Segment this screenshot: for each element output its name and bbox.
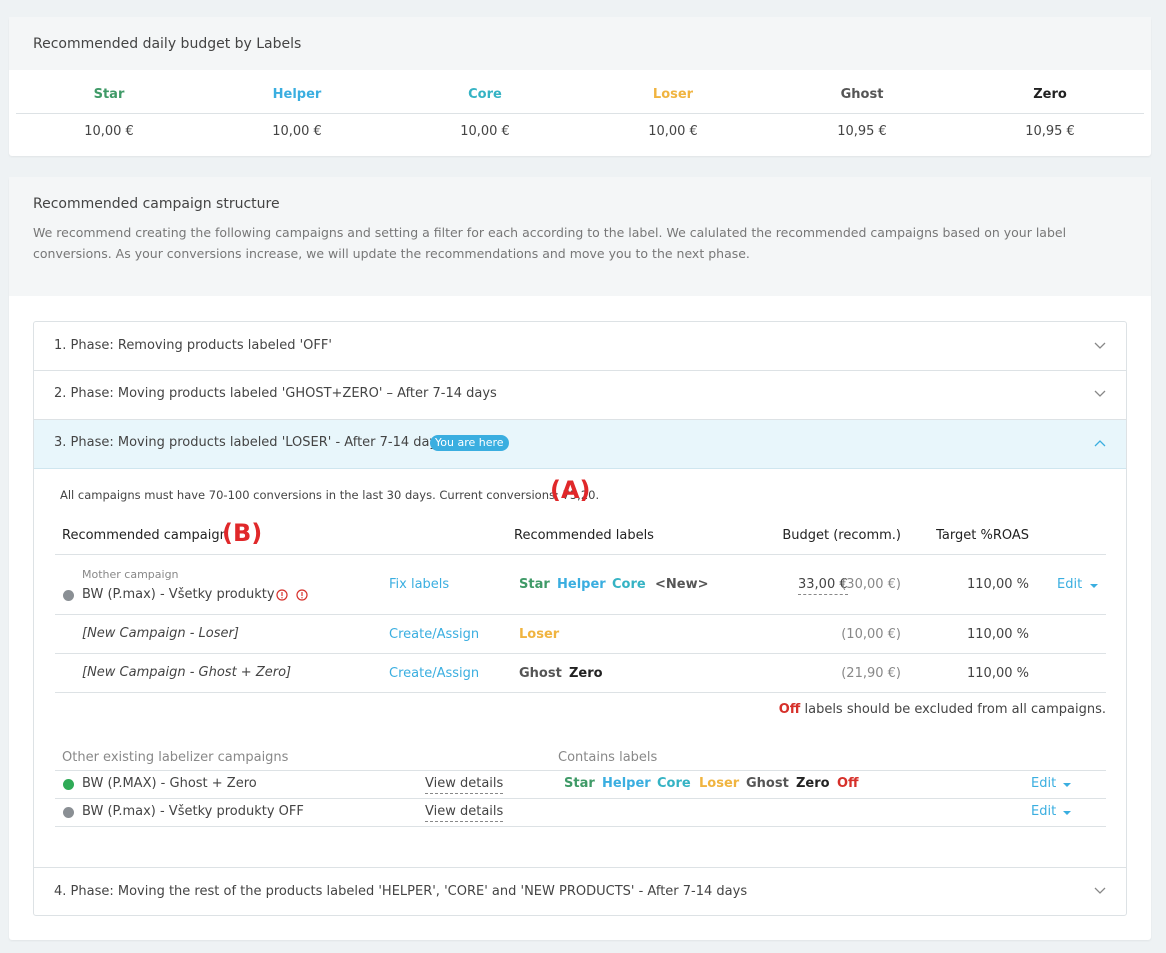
label-header: Zero: [1033, 87, 1067, 102]
divider: [55, 692, 1106, 693]
campaign-name: [New Campaign - Ghost + Zero]: [82, 665, 292, 680]
label: Ghost: [519, 666, 562, 681]
budget-value: 10,95 €: [1025, 124, 1075, 139]
label-header: Core: [468, 87, 502, 102]
action-link[interactable]: Create/Assign: [389, 666, 480, 681]
divider: [55, 653, 1106, 654]
label: Helper: [557, 577, 606, 592]
roas: 110,00 %: [967, 666, 1029, 681]
label: Ghost: [746, 776, 789, 791]
row-subtitle: Mother campaign: [82, 568, 179, 581]
chevrons[interactable]: [1093, 340, 1107, 900]
column-header: Other existing labelizer campaigns: [62, 750, 289, 765]
budget-value: 10,00 €: [648, 124, 698, 139]
view-details[interactable]: View details: [425, 803, 504, 822]
label: Star: [519, 577, 550, 592]
budget-card: Recommended daily budget by Labels: [9, 17, 1151, 156]
label: <New>: [655, 577, 709, 592]
budget-recomm: (30,00 €): [841, 577, 901, 592]
label-header: Loser: [652, 87, 694, 102]
active-phase-bg: [34, 419, 1126, 469]
label: Loser: [519, 627, 560, 642]
label-header: Helper: [272, 87, 322, 102]
card-header: [9, 177, 1151, 296]
label: Helper: [602, 776, 651, 791]
phase-title[interactable]: 2. Phase: Moving products labeled 'GHOST…: [54, 386, 497, 401]
status-dot: [63, 807, 74, 818]
divider: [55, 614, 1106, 615]
off-label: Off: [778, 702, 801, 717]
divider: [55, 770, 1106, 771]
view-details[interactable]: View details: [425, 775, 504, 794]
label: Star: [564, 776, 595, 791]
column-header: Recommended campaign: [62, 528, 228, 543]
note: All campaigns must have 70-100 conversio…: [60, 488, 600, 502]
card-title: Recommended campaign structure: [33, 196, 280, 212]
card-description: We recommend creating the following camp…: [33, 225, 1067, 261]
budget[interactable]: 33,00 €: [798, 576, 848, 595]
edit-button[interactable]: Edit: [1057, 577, 1083, 592]
phase-title[interactable]: 4. Phase: Moving the rest of the product…: [54, 884, 748, 899]
off-note-text: labels should be excluded from all campa…: [804, 702, 1106, 717]
divider: [34, 370, 1126, 371]
label: Zero: [796, 776, 830, 791]
column-header: Budget (recomm.): [782, 528, 901, 543]
divider: [34, 867, 1126, 868]
badge: You are here: [430, 435, 509, 451]
divider: [55, 554, 1106, 555]
status-dot: [63, 590, 74, 601]
budget-value: 10,95 €: [837, 124, 887, 139]
edit-button[interactable]: Edit: [1031, 804, 1057, 819]
divider: [16, 113, 1144, 114]
card-header: [9, 17, 1151, 70]
column-header: Recommended labels: [514, 528, 654, 543]
budget-value: 10,00 €: [84, 124, 134, 139]
label: Loser: [699, 776, 740, 791]
campaign-name: BW (P.MAX) - Ghost + Zero: [82, 776, 257, 791]
label-header: Ghost: [840, 87, 884, 102]
campaign-name: [New Campaign - Loser]: [82, 626, 239, 641]
roas: 110,00 %: [967, 577, 1029, 592]
campaign-name: BW (P.max) - Všetky produkty OFF: [82, 804, 304, 819]
edit-button[interactable]: Edit: [1031, 776, 1057, 791]
budget-recomm: (10,00 €): [841, 627, 901, 642]
accordion: [33, 321, 1127, 916]
column-header: Target %ROAS: [936, 528, 1029, 543]
divider: [55, 826, 1106, 827]
card-title: Recommended daily budget by Labels: [33, 36, 302, 52]
warning-icons: [276, 589, 308, 601]
divider: [55, 798, 1106, 799]
phase-title[interactable]: 3. Phase: Moving products labeled 'LOSER…: [54, 435, 444, 450]
label: Zero: [569, 666, 603, 681]
annotation: (A): [550, 476, 591, 504]
label: Core: [612, 577, 646, 592]
off-note: Off labels should be excluded from all c…: [700, 701, 1106, 719]
phase-title[interactable]: 1. Phase: Removing products labeled 'OFF…: [54, 338, 332, 353]
column-header: Contains labels: [558, 750, 658, 765]
budget-value: 10,00 €: [272, 124, 322, 139]
budget-recomm: (21,90 €): [841, 666, 901, 681]
dropdown-carets[interactable]: [1060, 780, 1076, 820]
dropdown-carets[interactable]: [1087, 580, 1103, 820]
budget-value: 10,00 €: [460, 124, 510, 139]
roas: 110,00 %: [967, 627, 1029, 642]
label-header: Star: [93, 87, 125, 102]
label: Off: [837, 776, 859, 791]
action-link[interactable]: Create/Assign: [389, 627, 480, 642]
status-dot: [63, 779, 74, 790]
label: Core: [657, 776, 691, 791]
campaign-name: BW (P.max) - Všetky produkty: [82, 587, 275, 602]
action-link[interactable]: Fix labels: [389, 577, 450, 592]
annotation: (B): [222, 519, 263, 547]
